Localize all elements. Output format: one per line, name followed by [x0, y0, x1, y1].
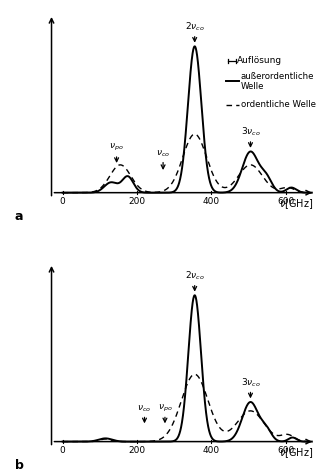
Text: 400: 400: [203, 197, 220, 206]
Text: 3$\nu_{co}$: 3$\nu_{co}$: [241, 126, 260, 138]
Text: 3$\nu_{co}$: 3$\nu_{co}$: [241, 376, 260, 389]
Text: $\nu_{po}$: $\nu_{po}$: [109, 142, 124, 154]
Text: $\nu_{po}$: $\nu_{po}$: [158, 403, 172, 414]
Text: $\nu_{co}$: $\nu_{co}$: [137, 403, 152, 414]
Text: 200: 200: [128, 197, 146, 206]
Text: $\nu$[GHz]: $\nu$[GHz]: [279, 446, 314, 460]
Text: b: b: [14, 458, 24, 471]
Text: 0: 0: [60, 446, 66, 455]
Text: 400: 400: [203, 446, 220, 455]
Text: außerordentliche
Welle: außerordentliche Welle: [241, 72, 314, 91]
Text: 2$\nu_{co}$: 2$\nu_{co}$: [185, 269, 204, 282]
Text: a: a: [14, 210, 23, 223]
Text: $\nu$[GHz]: $\nu$[GHz]: [279, 197, 314, 211]
Text: Auflösung: Auflösung: [237, 57, 282, 65]
Text: 0: 0: [60, 197, 66, 206]
Text: ordentliche Welle: ordentliche Welle: [241, 100, 316, 109]
Text: 200: 200: [128, 446, 146, 455]
Text: 600: 600: [277, 446, 294, 455]
Text: 2$\nu_{co}$: 2$\nu_{co}$: [185, 21, 204, 33]
Text: 600: 600: [277, 197, 294, 206]
Text: $\nu_{co}$: $\nu_{co}$: [156, 148, 170, 159]
